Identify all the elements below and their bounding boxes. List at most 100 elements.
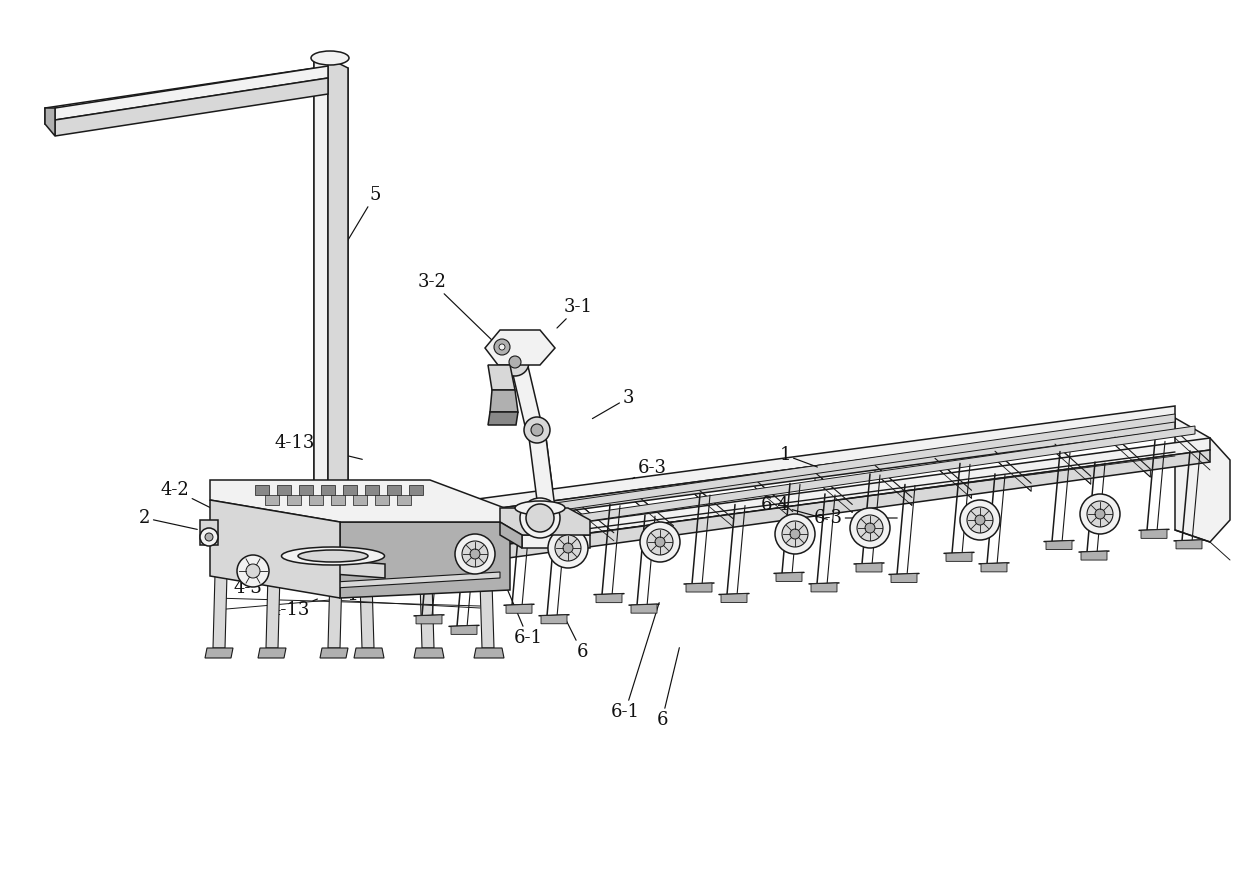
Polygon shape xyxy=(277,485,291,495)
Text: 2: 2 xyxy=(139,509,197,529)
Circle shape xyxy=(967,507,993,533)
Polygon shape xyxy=(489,365,515,390)
Polygon shape xyxy=(281,556,384,578)
Text: 6: 6 xyxy=(656,648,680,729)
Circle shape xyxy=(975,515,985,525)
Circle shape xyxy=(556,535,582,561)
Polygon shape xyxy=(267,574,280,648)
Polygon shape xyxy=(55,78,329,136)
Polygon shape xyxy=(1115,437,1151,478)
Polygon shape xyxy=(635,493,673,534)
Text: 6-1: 6-1 xyxy=(610,603,660,721)
Circle shape xyxy=(640,522,680,562)
Polygon shape xyxy=(875,465,911,506)
Circle shape xyxy=(520,498,560,538)
Circle shape xyxy=(775,514,815,554)
Polygon shape xyxy=(396,414,1176,534)
Circle shape xyxy=(655,537,665,547)
Polygon shape xyxy=(213,574,227,648)
Circle shape xyxy=(526,504,554,532)
Circle shape xyxy=(782,521,808,547)
Text: 4: 4 xyxy=(227,549,243,567)
Text: 3-1: 3-1 xyxy=(557,298,593,328)
Ellipse shape xyxy=(515,501,565,515)
Polygon shape xyxy=(856,563,882,572)
Polygon shape xyxy=(1176,430,1210,470)
Polygon shape xyxy=(365,485,379,495)
Text: 5: 5 xyxy=(320,186,381,287)
Polygon shape xyxy=(309,495,322,505)
Circle shape xyxy=(508,356,521,368)
Polygon shape xyxy=(935,458,971,499)
Polygon shape xyxy=(528,430,556,508)
Circle shape xyxy=(960,500,999,540)
Polygon shape xyxy=(299,485,312,495)
Circle shape xyxy=(849,508,890,548)
Polygon shape xyxy=(353,495,367,505)
Circle shape xyxy=(463,541,489,567)
Polygon shape xyxy=(506,604,532,613)
Polygon shape xyxy=(387,485,401,495)
Polygon shape xyxy=(485,330,556,365)
Polygon shape xyxy=(321,485,335,495)
Polygon shape xyxy=(1176,540,1202,549)
Polygon shape xyxy=(455,515,495,555)
Circle shape xyxy=(494,339,510,355)
Ellipse shape xyxy=(281,547,384,565)
Text: 4-13: 4-13 xyxy=(270,599,317,619)
Polygon shape xyxy=(981,563,1007,572)
Circle shape xyxy=(866,523,875,533)
Polygon shape xyxy=(474,648,503,658)
Polygon shape xyxy=(451,626,477,634)
Ellipse shape xyxy=(298,550,368,562)
Text: 6-4: 6-4 xyxy=(760,496,827,519)
Polygon shape xyxy=(409,485,423,495)
Circle shape xyxy=(498,344,505,350)
Circle shape xyxy=(205,533,213,541)
Polygon shape xyxy=(1047,541,1073,550)
Polygon shape xyxy=(45,108,55,136)
Polygon shape xyxy=(340,522,510,598)
Polygon shape xyxy=(210,480,510,522)
Circle shape xyxy=(1080,494,1120,534)
Ellipse shape xyxy=(311,51,348,65)
Polygon shape xyxy=(490,390,518,412)
Polygon shape xyxy=(343,485,357,495)
Polygon shape xyxy=(335,572,500,588)
Polygon shape xyxy=(258,648,286,658)
Polygon shape xyxy=(396,406,1176,522)
Circle shape xyxy=(470,549,480,559)
Polygon shape xyxy=(541,615,567,624)
Polygon shape xyxy=(522,535,590,548)
Text: 3: 3 xyxy=(593,389,634,418)
Polygon shape xyxy=(286,495,301,505)
Polygon shape xyxy=(265,495,279,505)
Circle shape xyxy=(525,417,551,443)
Polygon shape xyxy=(776,573,802,581)
Circle shape xyxy=(1095,509,1105,519)
Text: 4-3: 4-3 xyxy=(233,571,263,597)
Polygon shape xyxy=(480,582,494,648)
Polygon shape xyxy=(200,520,218,545)
Text: 6-3: 6-3 xyxy=(632,459,667,478)
Text: 4-1: 4-1 xyxy=(331,586,382,604)
Text: 1: 1 xyxy=(779,446,817,467)
Polygon shape xyxy=(255,485,269,495)
Circle shape xyxy=(531,424,543,436)
Circle shape xyxy=(237,555,269,587)
Polygon shape xyxy=(353,648,384,658)
Polygon shape xyxy=(1081,551,1107,560)
Polygon shape xyxy=(489,412,518,425)
Polygon shape xyxy=(415,615,441,624)
Polygon shape xyxy=(720,594,746,603)
Polygon shape xyxy=(1141,529,1167,538)
Text: 6-1: 6-1 xyxy=(498,567,543,647)
Polygon shape xyxy=(500,522,522,548)
Polygon shape xyxy=(515,507,554,548)
Polygon shape xyxy=(205,648,233,658)
Polygon shape xyxy=(210,500,340,598)
Circle shape xyxy=(455,534,495,574)
Polygon shape xyxy=(396,418,1176,534)
Polygon shape xyxy=(397,495,410,505)
Text: 3-2: 3-2 xyxy=(418,273,495,343)
